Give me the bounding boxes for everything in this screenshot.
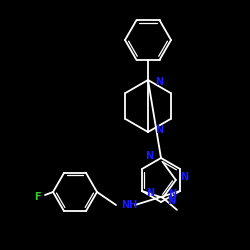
Text: NH: NH <box>121 200 137 210</box>
Text: N: N <box>167 196 175 206</box>
Text: N: N <box>155 77 163 87</box>
Text: H: H <box>170 196 176 204</box>
Text: N: N <box>146 188 154 198</box>
Text: N: N <box>155 125 163 135</box>
Text: N: N <box>168 189 176 199</box>
Text: N: N <box>180 172 188 182</box>
Text: F: F <box>34 192 40 202</box>
Text: N: N <box>145 151 153 161</box>
